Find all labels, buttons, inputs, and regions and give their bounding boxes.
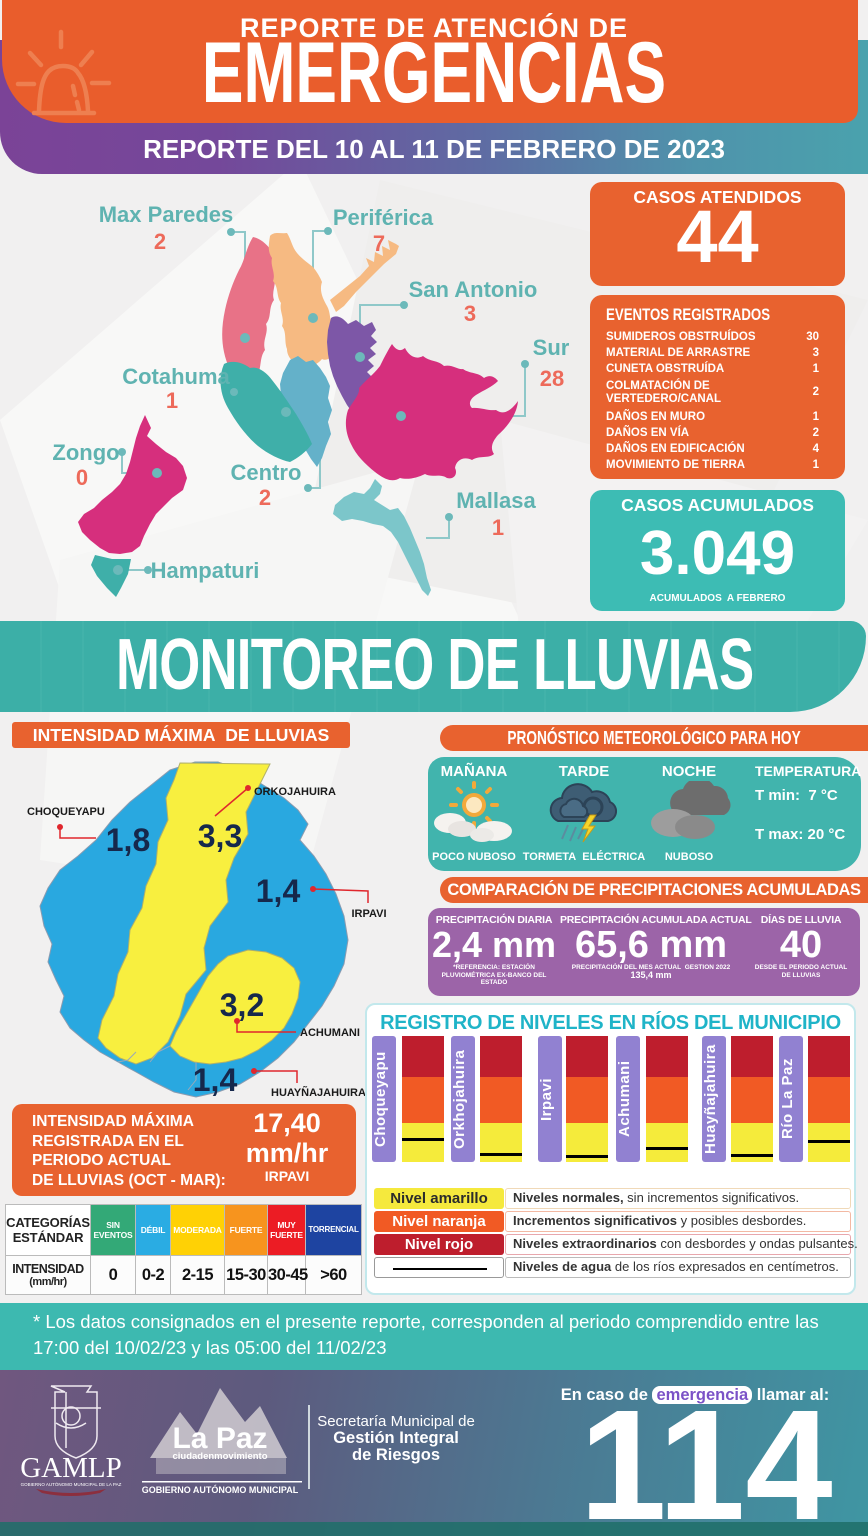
svg-text:IRPAVI: IRPAVI — [351, 908, 386, 920]
svg-text:Periférica: Periférica — [333, 205, 434, 230]
svg-text:La Paz: La Paz — [172, 1422, 267, 1455]
svg-text:Sur: Sur — [533, 335, 570, 360]
svg-text:1,4: 1,4 — [256, 873, 301, 909]
svg-text:Mallasa: Mallasa — [456, 488, 536, 513]
svg-text:Cotahuma: Cotahuma — [122, 364, 230, 389]
svg-text:3,2: 3,2 — [220, 987, 264, 1023]
svg-text:28: 28 — [540, 366, 564, 391]
svg-text:ACHUMANI: ACHUMANI — [300, 1027, 360, 1039]
svg-text:Hampaturi: Hampaturi — [151, 558, 260, 583]
svg-text:3: 3 — [464, 301, 476, 326]
svg-text:3,3: 3,3 — [198, 818, 242, 854]
svg-text:GAMLP: GAMLP — [20, 1452, 122, 1484]
svg-text:0: 0 — [76, 465, 88, 490]
svg-text:ciudadenmovimiento: ciudadenmovimiento — [172, 1451, 267, 1462]
svg-text:2: 2 — [259, 485, 271, 510]
svg-text:ORKOJAHUIRA: ORKOJAHUIRA — [254, 786, 336, 798]
svg-text:1,4: 1,4 — [193, 1062, 238, 1098]
svg-text:GOBIERNO AUTÓNOMO MUNICIPAL: GOBIERNO AUTÓNOMO MUNICIPAL — [142, 1484, 299, 1495]
svg-text:Centro: Centro — [231, 460, 302, 485]
svg-text:1: 1 — [492, 515, 504, 540]
svg-text:2: 2 — [154, 229, 166, 254]
svg-text:San Antonio: San Antonio — [409, 277, 538, 302]
svg-text:7: 7 — [373, 231, 385, 256]
svg-text:Zongo: Zongo — [52, 440, 119, 465]
svg-text:Max Paredes: Max Paredes — [99, 202, 234, 227]
svg-text:1,8: 1,8 — [106, 822, 150, 858]
svg-text:GOBIERNO AUTÓNOMO MUNICIPAL DE: GOBIERNO AUTÓNOMO MUNICIPAL DE LA PAZ — [21, 1481, 122, 1487]
svg-text:HUAYÑAJAHUIRA: HUAYÑAJAHUIRA — [271, 1086, 366, 1099]
svg-text:CHOQUEYAPU: CHOQUEYAPU — [27, 806, 105, 818]
svg-text:1: 1 — [166, 388, 178, 413]
